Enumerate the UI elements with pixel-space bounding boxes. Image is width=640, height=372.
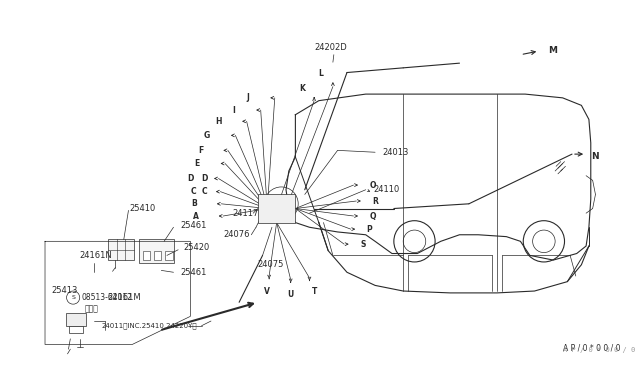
- Text: A: A: [193, 212, 199, 221]
- Text: J: J: [246, 93, 250, 102]
- Text: F: F: [198, 146, 204, 155]
- Text: 24202D: 24202D: [314, 43, 347, 52]
- Bar: [139, 238, 175, 263]
- Text: N: N: [591, 153, 598, 161]
- Text: P: P: [367, 225, 372, 234]
- Text: 24076: 24076: [223, 230, 250, 239]
- Text: M: M: [548, 46, 557, 55]
- Bar: [69, 326, 83, 333]
- Text: L: L: [318, 69, 323, 78]
- Text: 24161M: 24161M: [108, 293, 141, 302]
- Text: 08513-62012: 08513-62012: [81, 293, 132, 302]
- Bar: [165, 251, 173, 260]
- Text: 24110: 24110: [373, 185, 399, 194]
- Text: A P / 0 * 0 0 / 0: A P / 0 * 0 0 / 0: [563, 344, 620, 353]
- Text: 24075: 24075: [258, 260, 284, 269]
- Text: R: R: [372, 196, 378, 205]
- Text: O: O: [369, 180, 376, 190]
- Text: D: D: [188, 174, 194, 183]
- Text: 24117: 24117: [232, 209, 259, 218]
- Bar: [154, 251, 161, 260]
- Text: V: V: [264, 286, 270, 295]
- Bar: [258, 195, 296, 222]
- Text: C: C: [190, 187, 196, 196]
- Text: A P / 0 * 0 0 / 0: A P / 0 * 0 0 / 0: [563, 347, 635, 353]
- Text: S: S: [360, 240, 365, 248]
- Text: H: H: [215, 117, 221, 126]
- Text: 25413: 25413: [52, 286, 78, 295]
- Text: U: U: [287, 290, 294, 299]
- Text: T: T: [312, 288, 317, 296]
- Text: G: G: [204, 131, 210, 140]
- Text: 24013: 24013: [383, 148, 409, 157]
- Text: B: B: [191, 199, 197, 208]
- Bar: [66, 312, 86, 326]
- Text: 25461: 25461: [180, 221, 207, 230]
- Text: I: I: [232, 106, 236, 115]
- Text: D: D: [202, 174, 208, 183]
- Text: 24161N: 24161N: [80, 251, 113, 260]
- Text: E: E: [195, 159, 200, 168]
- Bar: [143, 251, 150, 260]
- Text: 25461: 25461: [180, 268, 207, 277]
- Bar: [108, 240, 134, 260]
- Text: 24011〈INC.25410,24220Y〉: 24011〈INC.25410,24220Y〉: [101, 323, 197, 329]
- Text: （２）: （２）: [84, 304, 99, 313]
- Text: Q: Q: [369, 212, 376, 221]
- Text: S: S: [71, 295, 75, 300]
- Text: 25420: 25420: [184, 243, 210, 252]
- Text: 25410: 25410: [129, 204, 156, 213]
- Text: C: C: [202, 187, 207, 196]
- Text: K: K: [299, 84, 305, 93]
